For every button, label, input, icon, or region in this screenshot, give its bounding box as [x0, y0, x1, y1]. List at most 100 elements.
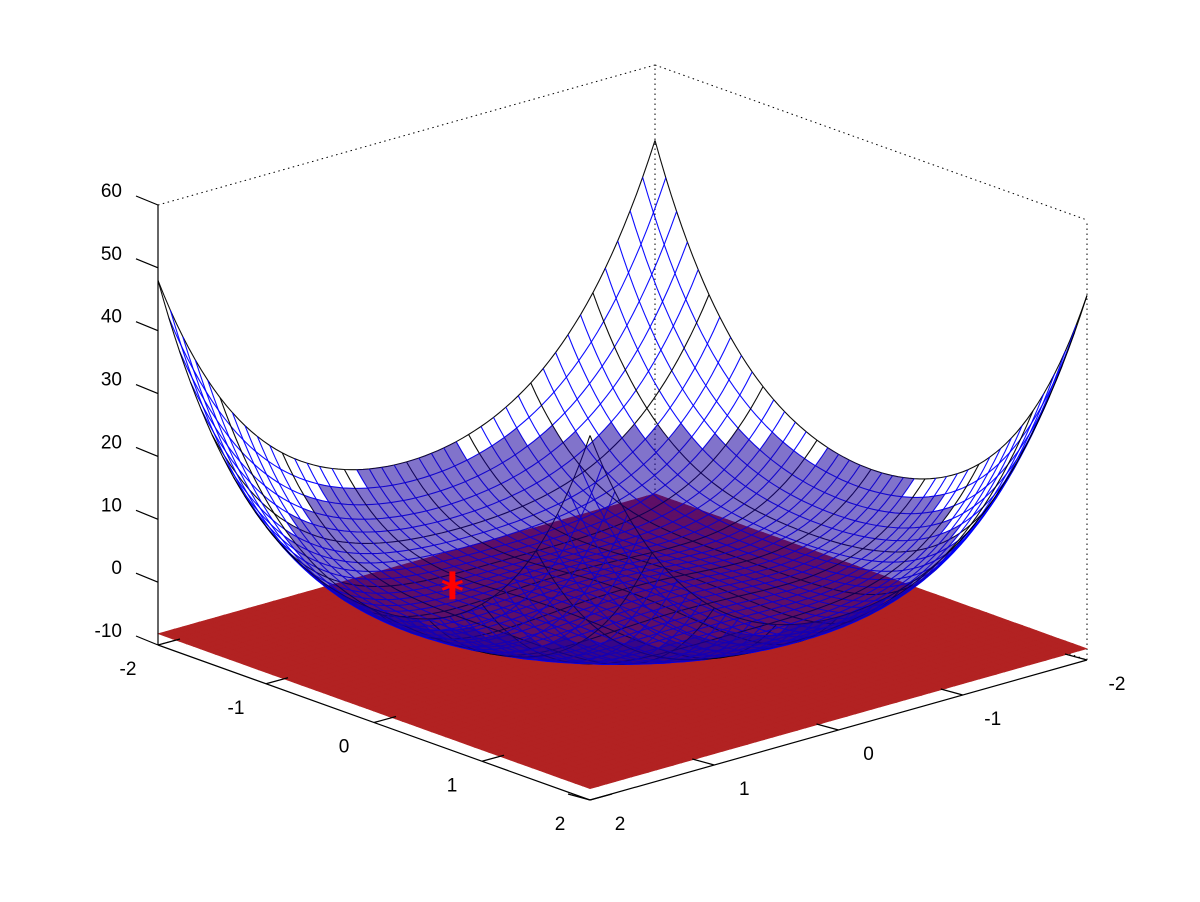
mesh-shade-face: [926, 539, 950, 558]
mesh-shade-face: [737, 544, 761, 554]
mesh-shade-face: [396, 550, 420, 560]
mesh-shade-face: [703, 594, 727, 603]
mesh-shade-face: [382, 561, 406, 571]
mesh-shade-face: [366, 504, 390, 519]
mesh-shade-face: [417, 620, 441, 626]
mesh-shade-face: [816, 551, 840, 562]
mesh-shade-face: [662, 509, 686, 522]
mesh-shade-face: [363, 592, 387, 600]
mesh-shade-face: [720, 650, 744, 656]
mesh-shade-face: [522, 656, 546, 661]
mesh-shade-face: [885, 587, 909, 599]
mesh-shade-face: [595, 557, 619, 564]
mesh-shade-face: [626, 515, 650, 528]
mesh-shade-face: [610, 589, 634, 598]
mesh-shade-face: [804, 558, 828, 568]
y-tick-label: 1: [447, 775, 458, 796]
mesh-shade-face: [290, 554, 315, 575]
mesh-shade-face: [508, 641, 532, 652]
mesh-shade-face: [768, 564, 792, 573]
mesh-shade-face: [431, 611, 456, 619]
mesh-shade-face: [311, 534, 335, 551]
mesh-shade-face: [467, 608, 491, 616]
mesh-shade-face: [461, 582, 485, 590]
mesh-shade-face: [876, 585, 900, 595]
mesh-shade-face: [362, 597, 386, 606]
mesh-shade-face: [720, 571, 744, 578]
mesh-shade-face: [578, 651, 602, 660]
mesh-shade-face: [852, 602, 876, 619]
mesh-shade-face: [315, 572, 339, 587]
mesh-shade-face: [398, 627, 423, 637]
mesh-shade-face: [603, 659, 627, 664]
mesh-shade-face: [455, 555, 479, 564]
mesh-shade-face: [865, 596, 889, 614]
mesh-shade-face: [673, 625, 697, 634]
mesh-shade-face: [495, 585, 519, 593]
mesh-shade-face: [462, 510, 486, 525]
mesh-shade-face: [550, 442, 574, 468]
mesh-shade-face: [791, 563, 815, 573]
mesh-shade-face: [443, 558, 467, 567]
mesh-shade-face: [904, 548, 928, 562]
mesh-shade-face: [424, 521, 449, 535]
mesh-shade-face: [464, 623, 488, 631]
mesh-shade-face: [401, 590, 425, 598]
mesh-shade-face: [667, 545, 692, 553]
mesh-shade-face: [780, 560, 804, 569]
mesh-shade-face: [639, 619, 663, 628]
mesh-shade-face: [631, 464, 655, 486]
mesh-shade-face: [332, 591, 356, 608]
mesh-shade-face: [887, 513, 911, 528]
mesh-shade-face: [526, 550, 551, 558]
mesh-shade-face: [632, 548, 656, 555]
mesh-shade-face: [608, 463, 632, 485]
mesh-shade-face: [320, 555, 344, 570]
mesh-shade-face: [766, 627, 790, 634]
mesh-shade-face: [480, 548, 504, 557]
mesh-shade-face: [452, 571, 476, 579]
mesh-shade-face: [306, 556, 330, 573]
mesh-shade-face: [607, 554, 631, 561]
mesh-shade-face: [799, 505, 823, 521]
mesh-shade-face: [454, 563, 478, 571]
mesh-shade-face: [696, 514, 720, 527]
mesh-shade-face: [658, 639, 682, 652]
mesh-shade-face: [706, 580, 730, 588]
mesh-shade-face: [613, 575, 637, 583]
mesh-shade-face: [846, 486, 870, 505]
mesh-shade-face: [671, 527, 695, 537]
mesh-shade-face: [605, 560, 629, 567]
mesh-shade-face: [522, 500, 546, 515]
mesh-shade-face: [736, 553, 760, 561]
mesh-shade-face: [497, 644, 521, 653]
mesh-shade-face: [422, 599, 446, 607]
mesh-shade-face: [523, 564, 547, 571]
mesh-shade-face: [601, 651, 625, 660]
mesh-shade-face: [419, 613, 443, 621]
mesh-shade-face: [912, 560, 936, 576]
mesh-shade-face: [749, 597, 773, 606]
mesh-shade-face: [314, 574, 338, 591]
mesh-shade-face: [878, 578, 902, 588]
mesh-shade-face: [824, 477, 848, 498]
mesh-shade-face: [891, 477, 915, 497]
mesh-shade-face: [818, 626, 842, 636]
mesh-shade-face: [699, 481, 723, 500]
mesh-shade-face: [742, 627, 767, 635]
mesh-shade-face: [842, 593, 866, 601]
mesh-shade-face: [705, 531, 729, 542]
mesh-shade-face: [354, 605, 378, 619]
mesh-shade-face: [399, 597, 423, 605]
mesh-shade-face: [759, 432, 783, 459]
mesh-shade-face: [555, 630, 579, 640]
mesh-shade-face: [486, 646, 511, 653]
mesh-shade-face: [476, 489, 500, 507]
x-tick-label: -1: [984, 709, 1001, 730]
mesh-shade-face: [665, 474, 689, 494]
mesh-shade-face: [301, 565, 325, 585]
mesh-shade-face: [416, 572, 440, 581]
mesh-shade-face: [767, 620, 791, 628]
mesh-shade-face: [411, 595, 436, 603]
mesh-shade-face: [681, 634, 706, 648]
